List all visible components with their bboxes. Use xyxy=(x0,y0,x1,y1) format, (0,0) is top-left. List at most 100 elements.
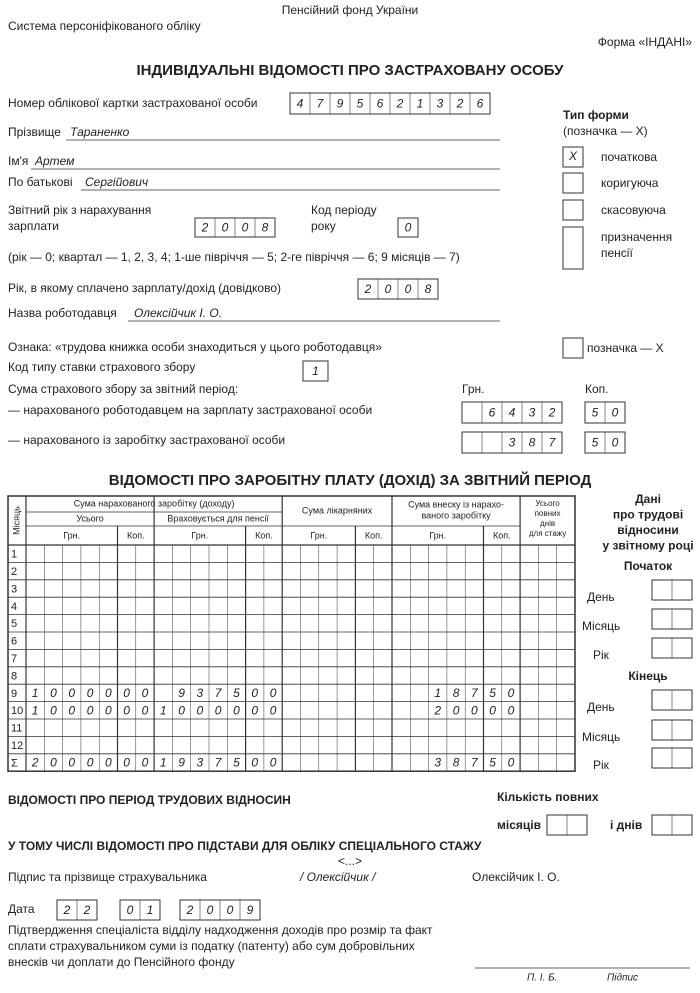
digit: 2 xyxy=(396,97,404,111)
label: призначення xyxy=(601,230,672,244)
label: Грн. xyxy=(63,530,80,540)
digit: 0 xyxy=(508,686,515,700)
label: День xyxy=(587,590,615,604)
label: По батькові xyxy=(8,175,73,189)
digit: 4 xyxy=(297,97,304,111)
label: Усього xyxy=(76,513,103,523)
digit: 5 xyxy=(489,756,496,770)
field-value: Олексійчик І. О. xyxy=(134,306,222,320)
label: Ім'я xyxy=(8,154,28,168)
label: Рік xyxy=(593,648,610,662)
label: У ТОМУ ЧИСЛІ ВІДОМОСТІ ПРО ПІДСТАВИ ДЛЯ … xyxy=(8,839,482,853)
label: Підпис xyxy=(607,973,638,984)
label: Дата xyxy=(8,902,35,916)
label: (позначка — X) xyxy=(563,124,648,138)
digit: 9 xyxy=(178,756,185,770)
box xyxy=(302,360,329,382)
label: коригуюча xyxy=(601,176,659,190)
box xyxy=(562,337,584,359)
label: внесків чи доплати до Пенсійного фонду xyxy=(8,955,235,969)
digit: 3 xyxy=(197,756,204,770)
digit: 0 xyxy=(222,221,229,235)
digit: 0 xyxy=(251,686,258,700)
title: ІНДИВІДУАЛЬНІ ВІДОМОСТІ ПРО ЗАСТРАХОВАНУ… xyxy=(137,62,565,79)
label: Форма «ІНДАНІ» xyxy=(598,35,693,49)
digit: 0 xyxy=(385,282,392,296)
digit: 0 xyxy=(142,756,149,770)
box xyxy=(397,217,419,238)
label: Коп. xyxy=(255,530,273,540)
digit: 9 xyxy=(337,97,344,111)
label: X xyxy=(568,149,578,163)
label: Прізвище xyxy=(8,125,61,139)
label: Грн. xyxy=(429,530,446,540)
label: Усього xyxy=(535,499,560,508)
digit: 0 xyxy=(87,686,94,700)
label: Пенсійний фонд України xyxy=(282,3,419,17)
digit: 1 xyxy=(32,703,39,717)
label: Сума лікарняних xyxy=(302,505,373,515)
label: Коп. xyxy=(127,530,145,540)
digit: 0 xyxy=(227,903,234,917)
month: 8 xyxy=(11,670,17,682)
digit: 5 xyxy=(357,97,364,111)
digit: 5 xyxy=(233,756,240,770)
digit: 7 xyxy=(215,756,223,770)
digit: 7 xyxy=(317,97,325,111)
label: Коп. xyxy=(585,382,609,396)
label: Рік xyxy=(593,758,610,772)
label: Ознака: «трудова книжка особи знаходитьс… xyxy=(8,340,382,354)
month: 5 xyxy=(11,618,17,630)
label: місяців xyxy=(497,818,541,832)
digit: 9 xyxy=(178,686,185,700)
digit: 0 xyxy=(87,756,94,770)
digit: 2 xyxy=(433,703,441,717)
box xyxy=(461,401,563,424)
digit: 0 xyxy=(270,703,277,717)
label: Підпис та прізвище страхувальника xyxy=(8,870,207,884)
digit: 0 xyxy=(251,756,258,770)
digit: 5 xyxy=(592,406,599,420)
label: — нарахованого роботодавцем на зарплату … xyxy=(8,403,372,417)
digit: 0 xyxy=(612,436,619,450)
digit: 0 xyxy=(251,703,258,717)
digit: 0 xyxy=(68,703,75,717)
label: у звітному році xyxy=(602,539,693,553)
digit: 0 xyxy=(197,703,204,717)
digit: 7 xyxy=(471,756,479,770)
digit: 4 xyxy=(509,406,516,420)
digit: 3 xyxy=(437,97,444,111)
label: (рік — 0; квартал — 1, 2, 3, 4; 1-ше пів… xyxy=(8,250,460,264)
digit: 0 xyxy=(178,703,185,717)
month: 4 xyxy=(11,601,17,613)
label: Сума внеску із нарахо- xyxy=(408,499,504,509)
digit: 2 xyxy=(63,903,71,917)
digit: 0 xyxy=(270,686,277,700)
digit: 0 xyxy=(123,703,130,717)
digit: 0 xyxy=(142,703,149,717)
digit: 8 xyxy=(529,436,536,450)
label: Підтвердження спеціаліста відділу надход… xyxy=(8,923,433,937)
digit: 0 xyxy=(87,703,94,717)
box xyxy=(461,431,563,454)
digit: 0 xyxy=(508,756,515,770)
label: Кількість повних xyxy=(497,790,599,804)
digit: 0 xyxy=(105,703,112,717)
digit: 0 xyxy=(207,903,214,917)
label: / Олексійчик / xyxy=(299,870,377,884)
label: Грн. xyxy=(191,530,208,540)
label: Номер облікової картки застрахованої осо… xyxy=(8,96,257,110)
digit: 7 xyxy=(549,436,557,450)
digit: 1 xyxy=(312,364,319,378)
digit: 0 xyxy=(123,756,130,770)
digit: 8 xyxy=(262,221,269,235)
month: 2 xyxy=(11,566,17,578)
label: Початок xyxy=(624,559,673,573)
digit: 3 xyxy=(434,756,441,770)
digit: 6 xyxy=(489,406,496,420)
digit: 5 xyxy=(592,436,599,450)
digit: 3 xyxy=(197,686,204,700)
label: Грн. xyxy=(310,530,327,540)
digit: 0 xyxy=(50,686,57,700)
label: про трудові xyxy=(613,508,683,522)
